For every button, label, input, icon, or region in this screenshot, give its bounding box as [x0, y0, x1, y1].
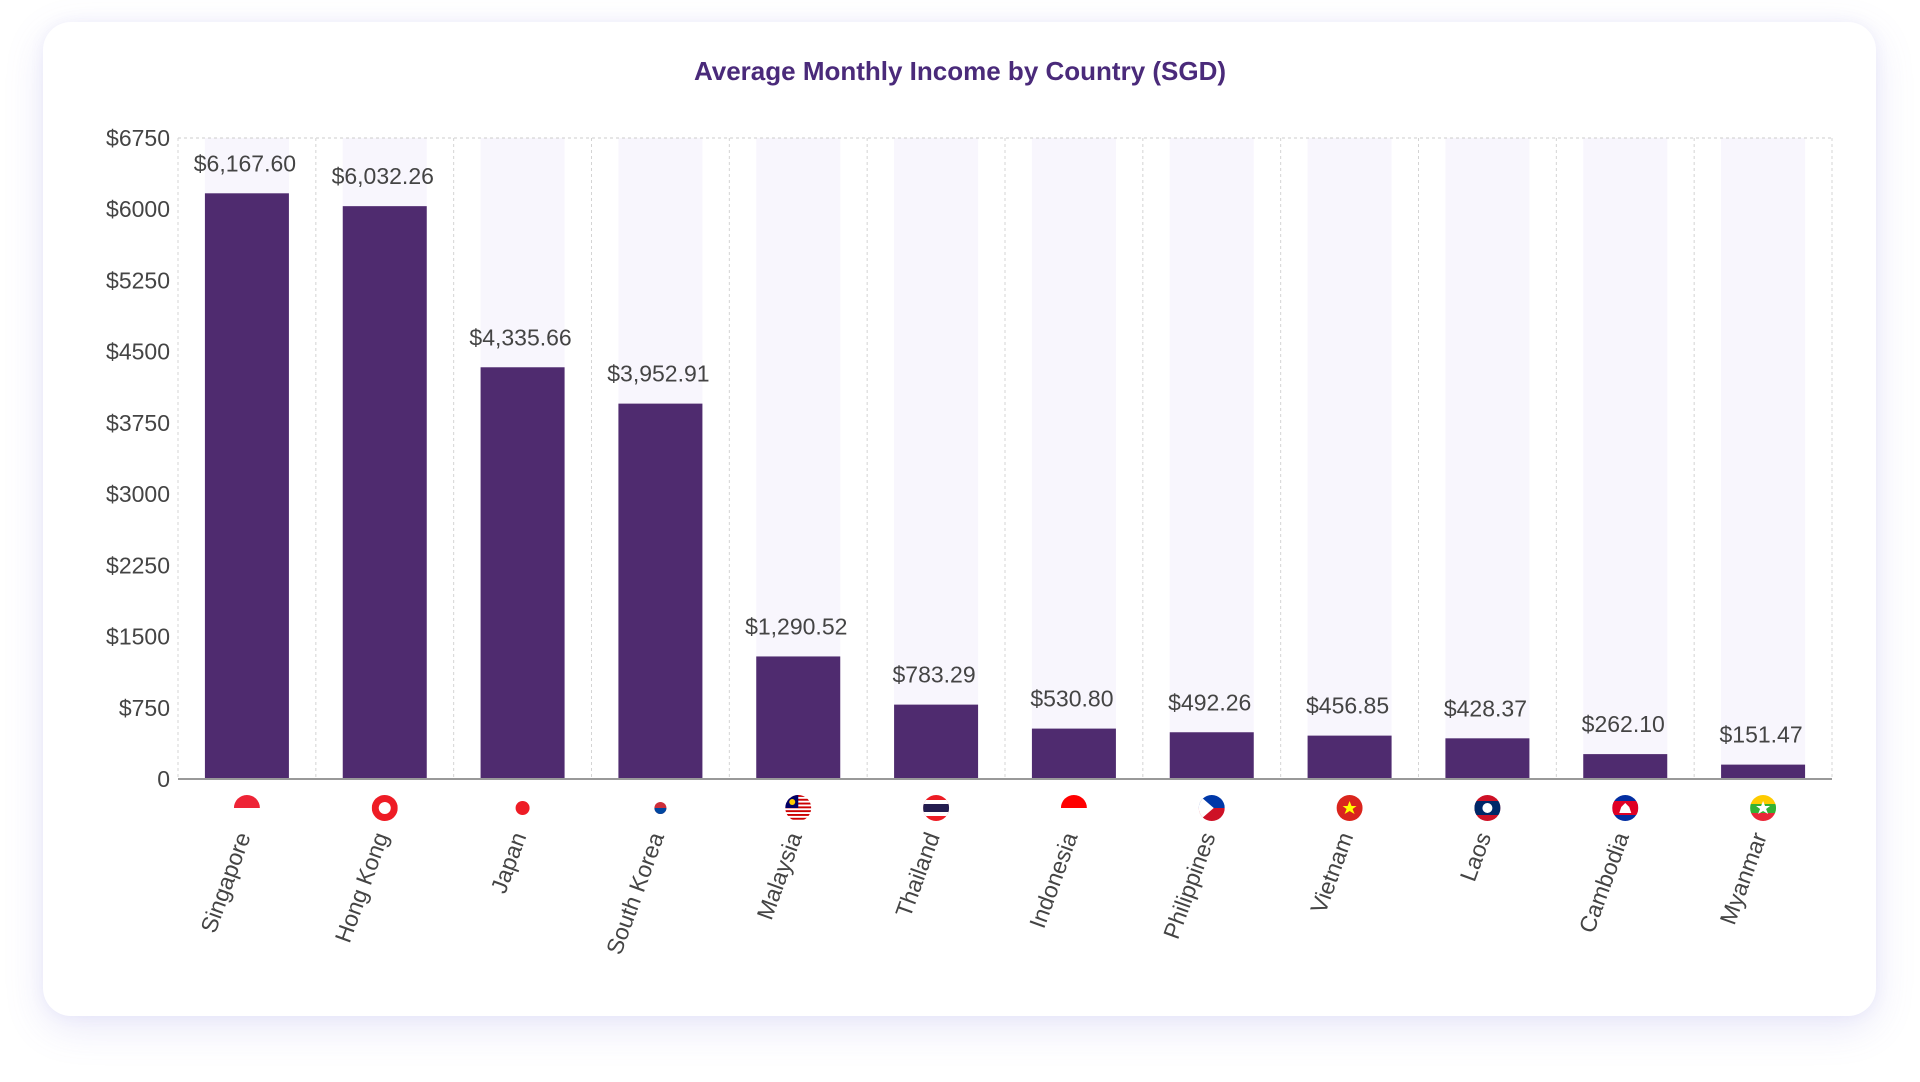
data-label: $6,167.60: [194, 150, 296, 176]
my-flag-icon: [785, 795, 812, 820]
data-label: $3,952.91: [607, 361, 709, 387]
y-tick-label: $4500: [106, 339, 170, 365]
bar-japan[interactable]: [480, 367, 565, 779]
y-tick-label: $2250: [106, 552, 170, 578]
x-tick-label: Myanmar: [1715, 829, 1772, 928]
jp-flag-icon: [509, 795, 536, 821]
data-label: $456.85: [1306, 693, 1389, 719]
bar-indonesia[interactable]: [1031, 728, 1116, 779]
th-flag-icon: [923, 795, 950, 821]
bar-cambodia[interactable]: [1583, 754, 1668, 779]
mm-flag-icon: [1750, 795, 1777, 821]
y-tick-label: 0: [157, 766, 170, 792]
chart-title: Average Monthly Income by Country (SGD): [693, 56, 1227, 86]
la-flag-icon: [1474, 795, 1501, 821]
y-tick-label: $6750: [106, 125, 170, 151]
column-background: [1583, 138, 1668, 779]
column-background: [894, 138, 979, 779]
x-tick-label: Laos: [1455, 829, 1496, 885]
x-tick-label: Hong Kong: [330, 829, 394, 946]
bar-thailand[interactable]: [894, 704, 979, 779]
x-tick-label: Malaysia: [751, 829, 807, 923]
data-label: $262.10: [1582, 711, 1665, 737]
data-label: $4,335.66: [469, 324, 571, 350]
kr-flag-icon: [647, 795, 674, 821]
sg-flag-icon: [233, 795, 260, 821]
column-background: [1307, 138, 1392, 779]
data-label: $783.29: [893, 662, 976, 688]
column-background: [1445, 138, 1530, 779]
x-tick-label: Vietnam: [1305, 829, 1358, 917]
x-tick-label: South Korea: [601, 829, 669, 958]
column-background: [1721, 138, 1806, 779]
hk-flag-icon: [371, 795, 398, 821]
y-tick-label: $5250: [106, 267, 170, 293]
bar-malaysia[interactable]: [756, 656, 841, 779]
data-label: $151.47: [1720, 722, 1803, 748]
bar-singapore[interactable]: [204, 193, 289, 780]
x-tick-label: Japan: [485, 829, 531, 897]
y-tick-label: $1500: [106, 624, 170, 650]
x-tick-label: Thailand: [890, 829, 945, 921]
column-background: [1169, 138, 1254, 779]
x-tick-label: Singapore: [195, 829, 255, 936]
x-tick-label: Cambodia: [1574, 829, 1634, 937]
y-tick-label: $750: [119, 695, 170, 721]
data-label: $492.26: [1168, 689, 1251, 715]
y-tick-label: $3750: [106, 410, 170, 436]
data-label: $428.37: [1444, 695, 1527, 721]
data-label: $530.80: [1030, 686, 1113, 712]
bar-hong-kong[interactable]: [342, 206, 427, 780]
bar-philippines[interactable]: [1169, 732, 1254, 779]
y-tick-label: $3000: [106, 481, 170, 507]
bar-vietnam[interactable]: [1307, 735, 1392, 779]
kh-flag-icon: [1612, 795, 1639, 821]
id-flag-icon: [1060, 795, 1087, 821]
bar-south-korea[interactable]: [618, 403, 703, 779]
x-tick-label: Philippines: [1158, 829, 1220, 942]
data-label: $1,290.52: [745, 613, 847, 639]
data-label: $6,032.26: [332, 163, 434, 189]
ph-flag-icon: [1198, 795, 1225, 821]
y-tick-label: $6000: [106, 196, 170, 222]
column-background: [1031, 138, 1116, 779]
vn-flag-icon: [1336, 795, 1363, 821]
bar-myanmar[interactable]: [1721, 764, 1806, 779]
x-tick-label: Indonesia: [1024, 829, 1083, 932]
bar-laos[interactable]: [1445, 738, 1530, 779]
